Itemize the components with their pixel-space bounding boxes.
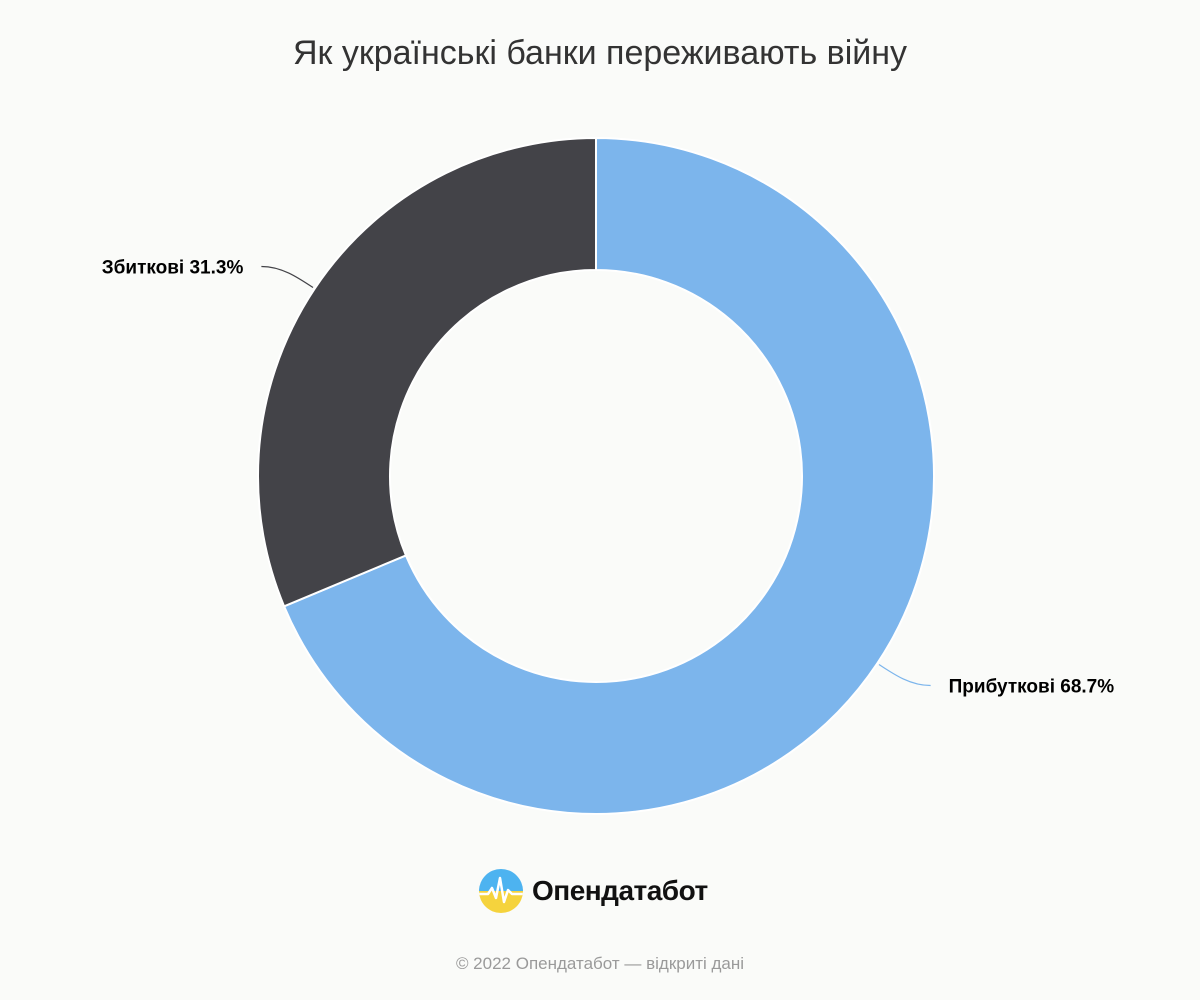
opendatabot-logo-icon [479, 869, 523, 913]
slice-1[interactable] [257, 136, 597, 608]
slice-label-0: Прибуткові 68.7% [949, 677, 1115, 698]
chart-title: Як українські банки переживають війну [292, 34, 908, 72]
slice-label-1: Збиткові 31.3% [102, 257, 244, 278]
slice-0[interactable] [282, 136, 935, 815]
connector-1 [261, 265, 314, 289]
copyright-text: © 2022 Опендатабот — відкриті дані [455, 954, 745, 973]
logo-text: Опендатабот [532, 875, 708, 906]
connector-0 [878, 663, 931, 687]
opendatabot-logo[interactable]: Опендатабот [478, 866, 708, 916]
